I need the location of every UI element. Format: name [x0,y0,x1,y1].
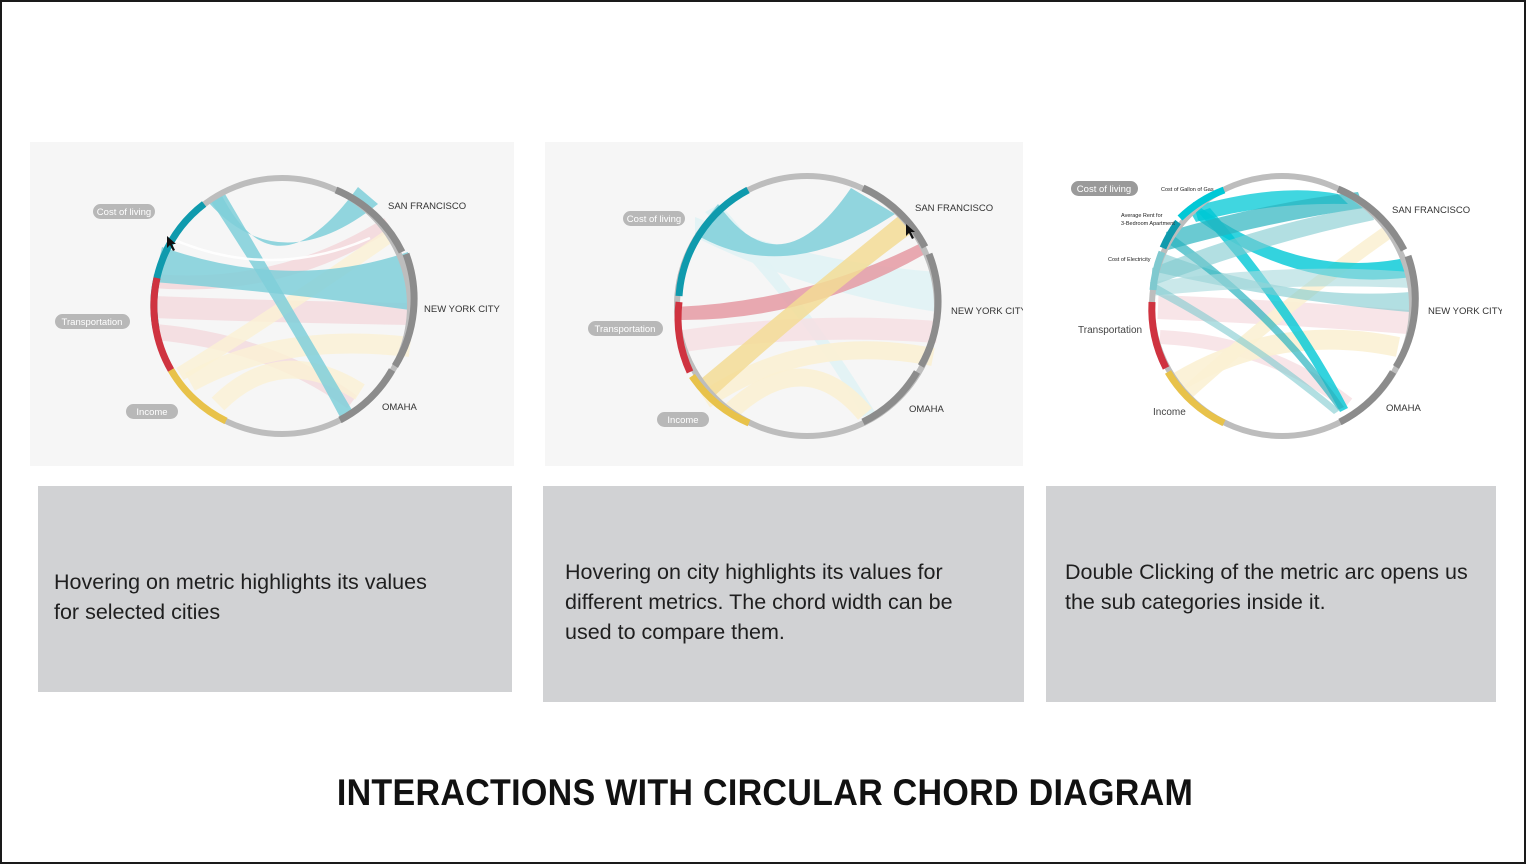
caption-line: used to compare them. [565,620,785,644]
label-city-sf[interactable]: SAN FRANCISCO [915,203,993,214]
label-sub-rent-line2[interactable]: 3-Bedroom Apartment [1121,221,1175,227]
caption-line: the sub categories inside it. [1065,590,1326,614]
label-cost-of-living: Cost of living [627,214,681,225]
label-income: Income [667,415,698,426]
chord-sf-income[interactable] [695,214,913,400]
chord-electricity-nyc[interactable] [1150,268,1410,296]
caption-line: Double Clicking of the metric arc opens … [1065,560,1468,584]
chord-rent-omaha[interactable] [1166,236,1344,410]
arc-city-sf[interactable] [334,186,406,254]
arc-city-sf[interactable] [861,184,929,249]
pill-cost-of-living[interactable] [93,204,155,219]
arc-transportation[interactable] [150,277,175,372]
chord-diagram-subcategories: Cost of living Cost of Gallon of Gas Ave… [1071,173,1502,439]
label-sub-gas[interactable]: Cost of Gallon of Gas [1161,187,1214,193]
pill-cost-of-living[interactable] [623,211,685,226]
caption-line: Hovering on city highlights its values f… [565,560,943,584]
label-cost-of-living: Cost of living [1077,184,1131,195]
pill-income[interactable] [657,412,709,427]
chord-faded-income-nyc [699,341,935,408]
chord-electricity-sf[interactable] [1152,206,1374,286]
chord-electricity-omaha[interactable] [1152,284,1340,414]
label-city-nyc[interactable]: NEW YORK CITY [424,304,500,315]
cursor-icon [167,236,176,251]
label-sub-electricity[interactable]: Cost of Electricity [1108,257,1151,263]
chord-panel-city-hover: Cost of living Transportation Income SAN… [545,142,1023,466]
label-transportation[interactable]: Transportation [1078,325,1142,336]
label-city-omaha[interactable]: OMAHA [1386,403,1422,414]
chord-sf-col[interactable] [695,188,895,257]
arc-city-sf[interactable] [1336,185,1408,252]
arc-city-omaha[interactable] [338,368,396,424]
arc-sub-gas[interactable] [1177,186,1226,221]
arc-cost-of-living[interactable] [675,186,750,297]
label-city-omaha[interactable]: OMAHA [909,404,945,415]
label-income: Income [136,407,167,418]
caption-line: Hovering on metric highlights its values [54,570,427,594]
label-cost-of-living: Cost of living [97,207,151,218]
caption-line: for selected cities [54,600,221,624]
arc-city-omaha[interactable] [861,370,921,426]
label-transportation: Transportation [595,324,656,335]
cursor-icon [906,224,915,239]
caption-subcategories: Double Clicking of the metric arc opens … [1046,486,1496,702]
chord-gas-sf[interactable] [1188,190,1348,222]
arc-income[interactable] [689,374,751,427]
chord-panel-subcategories: Cost of living Cost of Gallon of Gas Ave… [1048,142,1502,466]
label-city-sf[interactable]: SAN FRANCISCO [388,201,466,212]
chord-faded-col-omaha [705,204,875,417]
chord-income-nyc [185,333,412,391]
chord-faded-transport [675,317,938,353]
label-city-nyc[interactable]: NEW YORK CITY [951,306,1023,317]
pill-transportation[interactable] [588,321,663,336]
label-income[interactable]: Income [1153,407,1186,418]
arc-city-omaha[interactable] [1338,370,1397,426]
chord-faded-income-sf [1183,226,1393,398]
arc-sub-rent[interactable] [1159,219,1181,250]
pill-cost-of-living[interactable] [1071,181,1138,196]
chord-rent-sf[interactable] [1166,192,1364,250]
label-sub-rent-line1[interactable]: Average Rent for [1121,213,1163,219]
arc-income[interactable] [1164,370,1226,427]
arc-sub-electricity[interactable] [1149,250,1166,291]
label-city-nyc[interactable]: NEW YORK CITY [1428,306,1502,317]
chord-diagram-metric-hover: Cost of living Transportation Income SAN… [55,175,500,437]
chord-col-nyc[interactable] [154,247,410,310]
chord-panel-metric-hover: Cost of living Transportation Income SAN… [30,142,514,466]
chord-rent-nyc[interactable] [1156,252,1410,312]
page-title: INTERACTIONS WITH CIRCULAR CHORD DIAGRAM [336,772,1194,813]
label-transportation: Transportation [62,317,123,328]
chord-col-white-ribbon [169,236,371,262]
chord-income-omaha [211,360,365,411]
label-city-omaha[interactable]: OMAHA [382,402,418,413]
caption-metric-hover: Hovering on metric highlights its values… [38,486,512,692]
chord-col-sf[interactable] [208,187,378,246]
pill-transportation[interactable] [55,314,130,329]
arc-income[interactable] [167,368,228,425]
chord-faded-income [723,368,872,420]
caption-city-hover: Hovering on city highlights its values f… [543,486,1024,702]
arc-transportation[interactable] [1148,301,1170,370]
arc-city-nyc[interactable] [917,252,942,368]
caption-line: different metrics. The chord width can b… [565,590,953,614]
arc-city-nyc[interactable] [1393,254,1419,369]
chord-faded-income [1172,329,1401,391]
pill-income[interactable] [126,404,178,419]
chord-col-omaha[interactable] [210,194,352,417]
chord-diagram-city-hover: Cost of living Transportation Income SAN… [588,173,1023,439]
arc-transportation[interactable] [674,301,694,374]
arc-city-nyc[interactable] [392,252,418,368]
label-city-sf[interactable]: SAN FRANCISCO [1392,205,1470,216]
